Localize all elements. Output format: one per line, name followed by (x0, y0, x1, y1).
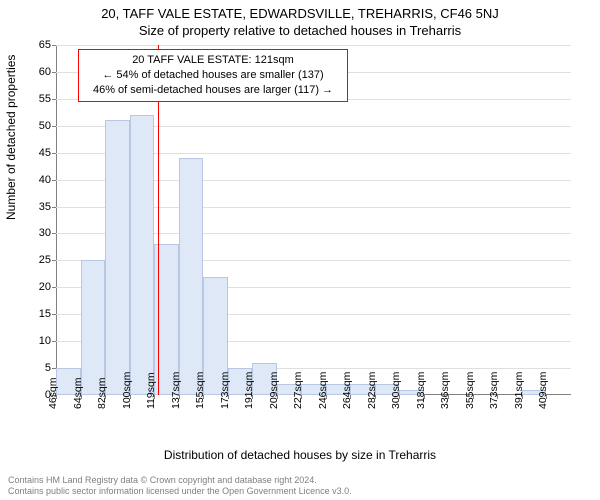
chart-title-main: 20, TAFF VALE ESTATE, EDWARDSVILLE, TREH… (0, 0, 600, 21)
plot-area: 0510152025303540455055606546sqm64sqm82sq… (56, 45, 571, 395)
histogram-bar (179, 158, 204, 395)
ytick-label: 35 (21, 201, 51, 213)
histogram-bar (81, 260, 106, 395)
ytick-mark (52, 153, 56, 154)
x-axis-title: Distribution of detached houses by size … (0, 448, 600, 462)
ytick-mark (52, 207, 56, 208)
ytick-mark (52, 180, 56, 181)
y-axis-title: Number of detached properties (4, 55, 18, 220)
credit-line-1: Contains HM Land Registry data © Crown c… (8, 475, 352, 486)
marker-info-line: 20 TAFF VALE ESTATE: 121sqm (85, 53, 341, 68)
ytick-label: 10 (21, 335, 51, 347)
ytick-label: 50 (21, 120, 51, 132)
ytick-mark (52, 72, 56, 73)
ytick-label: 25 (21, 254, 51, 266)
y-axis-line (56, 45, 57, 395)
marker-info-box: 20 TAFF VALE ESTATE: 121sqm← 54% of deta… (78, 49, 348, 102)
ytick-label: 30 (21, 227, 51, 239)
ytick-label: 65 (21, 39, 51, 51)
ytick-mark (52, 314, 56, 315)
grid-line (56, 45, 571, 46)
ytick-mark (52, 126, 56, 127)
ytick-mark (52, 260, 56, 261)
ytick-mark (52, 45, 56, 46)
ytick-mark (52, 341, 56, 342)
ytick-label: 20 (21, 281, 51, 293)
ytick-label: 40 (21, 174, 51, 186)
ytick-label: 60 (21, 66, 51, 78)
histogram-bar (130, 115, 155, 395)
ytick-label: 55 (21, 93, 51, 105)
ytick-label: 15 (21, 308, 51, 320)
ytick-mark (52, 99, 56, 100)
ytick-mark (52, 233, 56, 234)
chart-area: 0510152025303540455055606546sqm64sqm82sq… (56, 45, 571, 395)
credit-line-2: Contains public sector information licen… (8, 486, 352, 497)
ytick-label: 45 (21, 147, 51, 159)
marker-info-line: 46% of semi-detached houses are larger (… (85, 83, 341, 98)
histogram-bar (105, 120, 130, 395)
ytick-label: 5 (21, 362, 51, 374)
ytick-mark (52, 287, 56, 288)
marker-info-line: ← 54% of detached houses are smaller (13… (85, 68, 341, 83)
credits: Contains HM Land Registry data © Crown c… (8, 475, 352, 497)
chart-title-sub: Size of property relative to detached ho… (0, 21, 600, 38)
